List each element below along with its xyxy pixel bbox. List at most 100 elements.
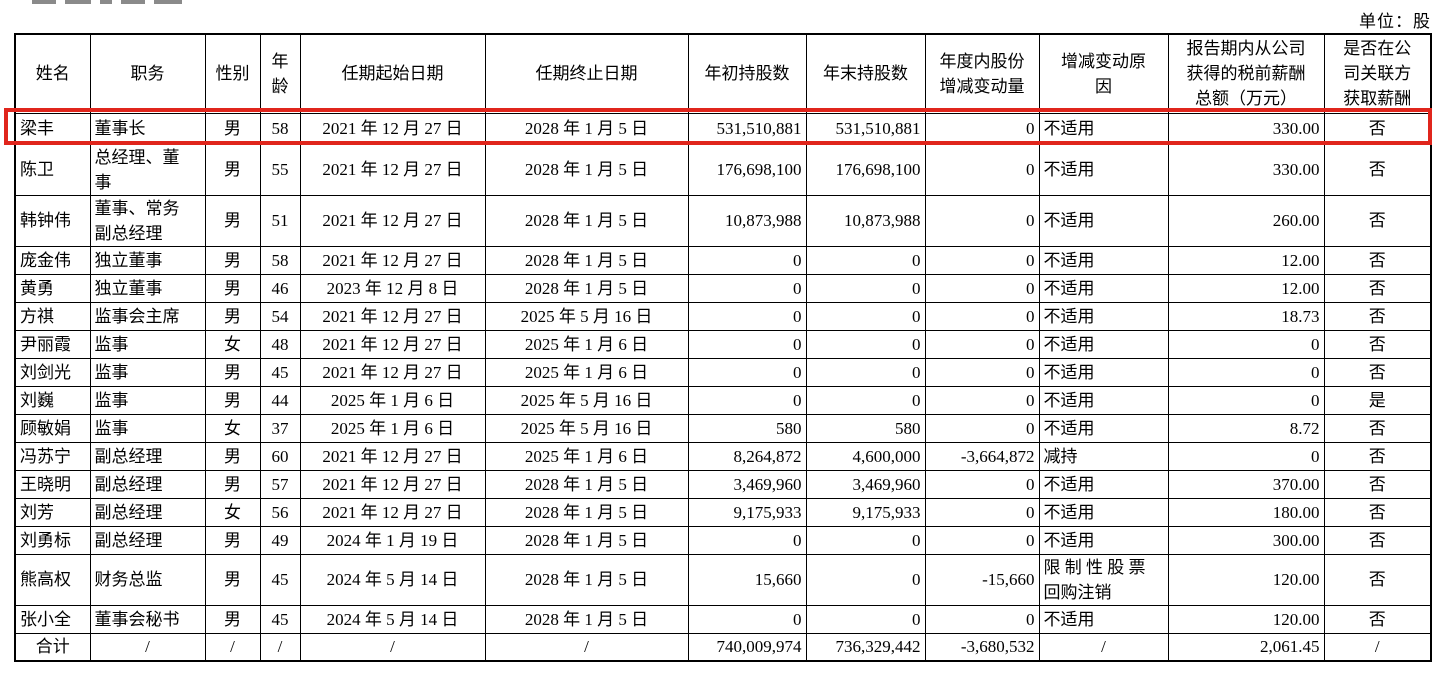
cell-gender: 男	[204, 112, 261, 145]
cell-compensation: 120.00	[1167, 604, 1325, 634]
cell-compensation: 120.00	[1167, 553, 1325, 606]
cell-term_end: 2028 年 1 月 5 日	[484, 553, 689, 606]
cell-share_change: 0	[924, 497, 1040, 527]
cell-name: 刘巍	[14, 385, 91, 415]
cell-related_party: 否	[1323, 143, 1432, 196]
cell-shares_end: 9,175,933	[805, 497, 926, 527]
cell-term_start: 2025 年 1 月 6 日	[299, 413, 486, 443]
cell-age: 48	[259, 329, 301, 359]
cell-related_party: /	[1323, 632, 1432, 662]
cell-related_party: 否	[1323, 525, 1432, 555]
cell-shares_end: 0	[805, 604, 926, 634]
cell-compensation: 2,061.45	[1167, 632, 1325, 662]
cell-name: 刘勇标	[14, 525, 91, 555]
cell-position: 财务总监	[89, 553, 206, 606]
cell-term_start: 2024 年 5 月 14 日	[299, 553, 486, 606]
cell-name: 尹丽霞	[14, 329, 91, 359]
unit-label: 单位：股	[1359, 12, 1431, 31]
cell-name: 梁丰	[14, 112, 91, 145]
column-header-share_change: 年度内股份 增减变动量	[924, 33, 1040, 114]
cell-name: 陈卫	[14, 143, 91, 196]
cell-term_end: 2025 年 1 月 6 日	[484, 357, 689, 387]
cell-shares_end: 0	[805, 273, 926, 303]
header-row: 姓名 职务 性别年 龄任期起始日期 任期终止日期 年初持股数 年末持股数 年度内股份 增减变…	[14, 33, 1432, 114]
table-row: 韩钟伟 董事、常务 副总经理男 51 2021 年 12 月 27 日 2028 年 1…	[14, 194, 1432, 247]
cell-term_start: /	[299, 632, 486, 662]
cropped-glyph	[154, 0, 182, 4]
cell-share_change: 0	[924, 469, 1040, 499]
cell-gender: 男	[204, 143, 261, 196]
cell-shares_begin: 580	[687, 413, 807, 443]
cell-gender: /	[204, 632, 261, 662]
cell-change_reason: 不适用	[1038, 143, 1169, 196]
cell-term_start: 2024 年 5 月 14 日	[299, 604, 486, 634]
cell-shares_end: 0	[805, 301, 926, 331]
cell-share_change: 0	[924, 525, 1040, 555]
cell-term_end: 2025 年 1 月 6 日	[484, 329, 689, 359]
cell-compensation: 330.00	[1167, 112, 1325, 145]
cell-term_start: 2021 年 12 月 27 日	[299, 301, 486, 331]
cell-share_change: 0	[924, 245, 1040, 275]
cell-age: 45	[259, 357, 301, 387]
cell-gender: 男	[204, 245, 261, 275]
cell-position: /	[89, 632, 206, 662]
cell-position: 总经理、董 事	[89, 143, 206, 196]
cell-change_reason: 减持	[1038, 441, 1169, 471]
cell-shares_begin: 10,873,988	[687, 194, 807, 247]
cell-compensation: 300.00	[1167, 525, 1325, 555]
cell-shares_end: 10,873,988	[805, 194, 926, 247]
cell-age: 45	[259, 604, 301, 634]
cell-age: 46	[259, 273, 301, 303]
cell-shares_begin: 8,264,872	[687, 441, 807, 471]
cell-age: 57	[259, 469, 301, 499]
cell-gender: 女	[204, 329, 261, 359]
cell-related_party: 否	[1323, 273, 1432, 303]
cell-change_reason: 不适用	[1038, 273, 1169, 303]
cell-change_reason: 不适用	[1038, 112, 1169, 145]
cell-name: 庞金伟	[14, 245, 91, 275]
cell-change_reason: 限 制 性 股 票 回购注销	[1038, 553, 1169, 606]
cell-shares_begin: 9,175,933	[687, 497, 807, 527]
cell-age: 54	[259, 301, 301, 331]
cell-shares_begin: 0	[687, 604, 807, 634]
cell-term_end: 2025 年 5 月 16 日	[484, 301, 689, 331]
cell-age: 60	[259, 441, 301, 471]
cell-compensation: 330.00	[1167, 143, 1325, 196]
table-row: 陈卫 总经理、董 事男 55 2021 年 12 月 27 日 2028 年 1 月 5…	[14, 143, 1432, 196]
table-row: 张小全 董事会秘书男 45 2024 年 5 月 14 日 2028 年 1 月 5 日…	[14, 604, 1432, 634]
cell-change_reason: 不适用	[1038, 525, 1169, 555]
cell-share_change: -15,660	[924, 553, 1040, 606]
cell-related_party: 否	[1323, 245, 1432, 275]
cell-gender: 男	[204, 273, 261, 303]
cell-position: 董事长	[89, 112, 206, 145]
cropped-glyph	[100, 0, 112, 4]
cell-share_change: 0	[924, 357, 1040, 387]
column-header-term_start: 任期起始日期	[299, 33, 486, 114]
cell-change_reason: 不适用	[1038, 413, 1169, 443]
cell-name: 合计	[14, 632, 91, 662]
column-header-name: 姓名	[14, 33, 91, 114]
cell-compensation: 0	[1167, 441, 1325, 471]
cell-share_change: 0	[924, 194, 1040, 247]
column-header-shares_begin: 年初持股数	[687, 33, 807, 114]
cell-term_end: 2028 年 1 月 5 日	[484, 194, 689, 247]
cell-age: 58	[259, 112, 301, 145]
cell-name: 顾敏娟	[14, 413, 91, 443]
table-row: 冯苏宁 副总经理男 60 2021 年 12 月 27 日 2025 年 1 月 6 日…	[14, 441, 1432, 471]
cell-term_start: 2025 年 1 月 6 日	[299, 385, 486, 415]
column-header-gender: 性别	[204, 33, 261, 114]
cell-share_change: 0	[924, 385, 1040, 415]
cell-compensation: 0	[1167, 357, 1325, 387]
cell-shares_end: 4,600,000	[805, 441, 926, 471]
cell-change_reason: 不适用	[1038, 604, 1169, 634]
cell-shares_end: 0	[805, 553, 926, 606]
cell-related_party: 否	[1323, 553, 1432, 606]
cell-compensation: 0	[1167, 385, 1325, 415]
cell-term_start: 2024 年 1 月 19 日	[299, 525, 486, 555]
cell-term_end: 2028 年 1 月 5 日	[484, 143, 689, 196]
